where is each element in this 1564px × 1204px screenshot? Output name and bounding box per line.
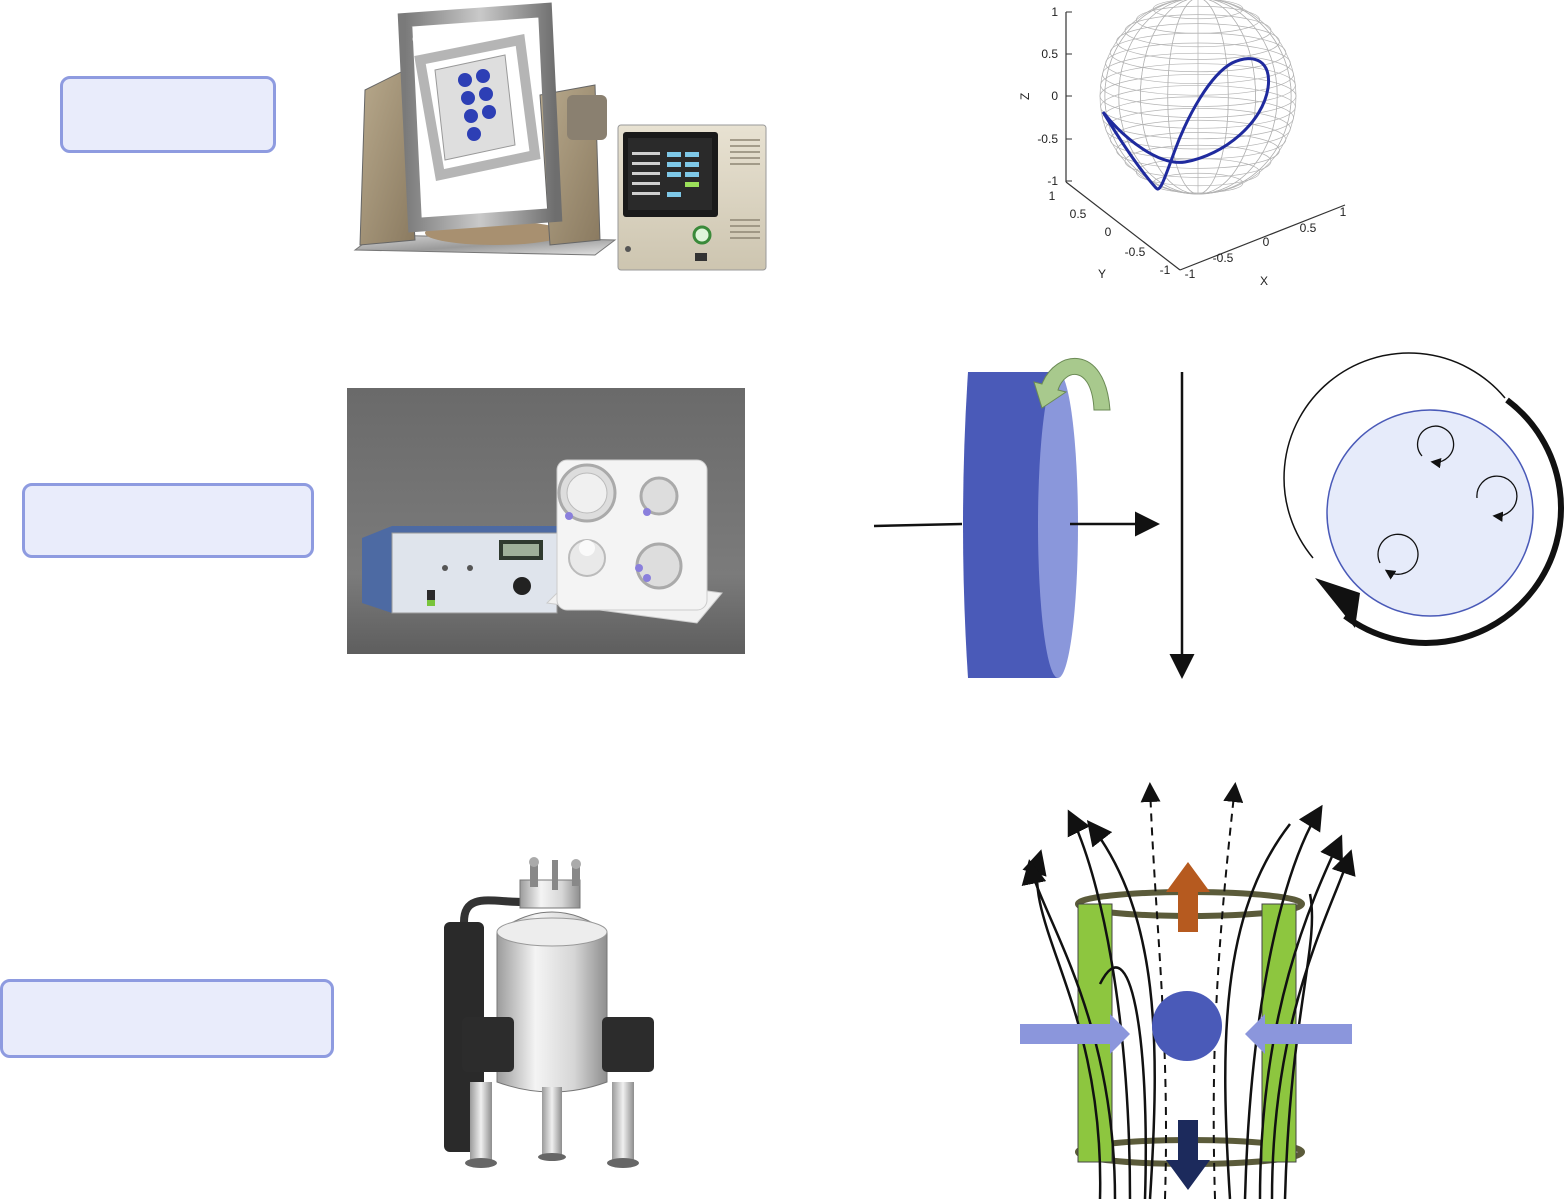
left-side-force-arrow (1020, 1014, 1130, 1054)
sphere-trajectory-plot: 1 0.5 0 -0.5 -1 Z 1 0.5 0 -0.5 -1 Y -1 -… (1010, 0, 1370, 290)
y-axis-label: Y (1098, 267, 1106, 281)
up-force-arrow (1166, 862, 1210, 932)
label-box-2 (22, 483, 314, 558)
outer-arc-arrowhead (1315, 578, 1360, 628)
z-tick-label: -1 (1047, 174, 1058, 188)
x-tick-label: 0.5 (1300, 221, 1317, 235)
rotating-wall-vessel-image (347, 388, 745, 654)
label-box-2-text (25, 486, 311, 510)
random-positioning-machine-image: Gravite (345, 0, 785, 290)
label-box-3 (0, 979, 334, 1058)
z-tick-label: 1 (1051, 5, 1058, 19)
magnetic-levitation-diagram (1010, 784, 1370, 1204)
z-axis-label: Z (1018, 93, 1032, 100)
x-tick-label: -1 (1185, 267, 1196, 281)
z-tick-label: -0.5 (1037, 132, 1058, 146)
levitated-sample (1152, 991, 1222, 1061)
label-box-1 (60, 76, 276, 153)
y-tick-label: 0 (1105, 225, 1112, 239)
axis-line-left (874, 524, 962, 526)
down-force-arrow (1166, 1120, 1210, 1190)
x-axis-label: X (1260, 274, 1268, 288)
superconducting-magnet-image (432, 852, 672, 1172)
x-tick-label: 0 (1263, 235, 1270, 249)
rotating-disk-diagram (870, 360, 1180, 680)
rotation-arrow (1034, 358, 1110, 410)
label-box-3-text (3, 982, 331, 1006)
rotating-dish-diagram (1295, 378, 1564, 648)
y-tick-label: 1 (1049, 189, 1056, 203)
z-tick-label: 0 (1051, 89, 1058, 103)
label-box-1-text (63, 79, 273, 103)
y-tick-label: 0.5 (1070, 207, 1087, 221)
x-tick-label: 1 (1340, 205, 1347, 219)
x-tick-label: -0.5 (1213, 251, 1234, 265)
y-tick-label: -1 (1160, 263, 1171, 277)
sphere-trajectory (1103, 59, 1269, 189)
z-tick-label: 0.5 (1041, 47, 1058, 61)
gravite-brand-text: Gravite (412, 31, 457, 46)
dish-circle (1327, 410, 1533, 616)
y-tick-label: -0.5 (1125, 245, 1146, 259)
